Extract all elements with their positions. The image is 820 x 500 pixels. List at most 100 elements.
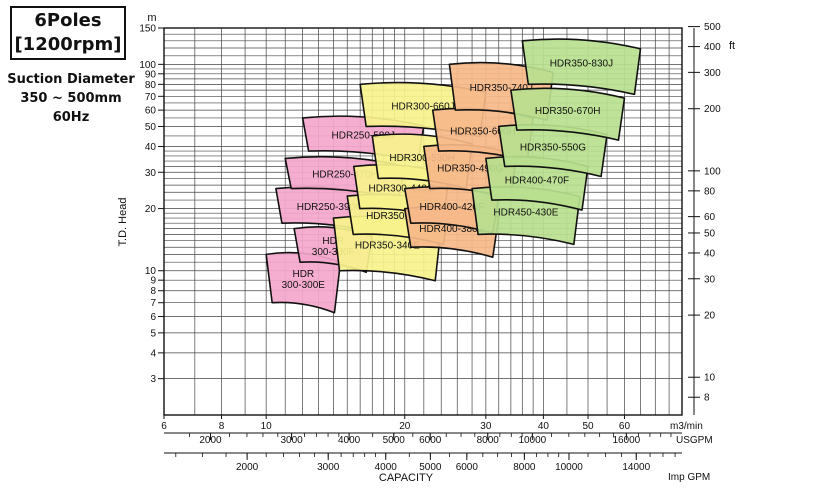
region-label: HDR bbox=[322, 236, 344, 247]
x-tick-label: 20 bbox=[399, 421, 411, 432]
region-hdr350-830j: HDR350-830J bbox=[521, 38, 642, 96]
ft-tick-label: 10 bbox=[704, 373, 716, 384]
y-tick-label: 150 bbox=[139, 24, 156, 35]
region-label: HDR350-740J bbox=[470, 83, 533, 94]
region-hdr350-670h: HDR350-670H bbox=[510, 87, 626, 141]
x-axis-title: CAPACITY bbox=[379, 472, 434, 484]
usgpm-tick-label: 5000 bbox=[383, 435, 406, 446]
y-tick-label: 8 bbox=[150, 286, 156, 297]
impgpm-tick-label: 5000 bbox=[419, 462, 442, 473]
y-tick-label: 4 bbox=[150, 348, 156, 359]
y-tick-label: 80 bbox=[145, 80, 157, 91]
x-tick-label: 40 bbox=[538, 421, 550, 432]
region-label: HDR300-530H bbox=[389, 153, 455, 164]
region-label: HDR350-830J bbox=[550, 59, 613, 70]
impgpm-unit-label: Imp GPM bbox=[668, 472, 710, 483]
region-hdr300-300e: HDR300-300E bbox=[265, 251, 342, 314]
impgpm-tick-label: 3000 bbox=[317, 462, 340, 473]
suction-diameter-range: 350 ~ 500mm bbox=[20, 91, 122, 106]
y-tick-label: 60 bbox=[145, 106, 157, 117]
y-tick-label: 5 bbox=[150, 328, 156, 339]
x-tick-label: 10 bbox=[261, 421, 273, 432]
x-unit-label: m3/min bbox=[670, 421, 703, 432]
x-tick-label: 8 bbox=[219, 421, 225, 432]
impgpm-tick-label: 4000 bbox=[375, 462, 398, 473]
region-label: HDR350-670H bbox=[535, 106, 601, 117]
y-tick-label: 6 bbox=[150, 312, 156, 323]
ft-tick-label: 20 bbox=[704, 311, 716, 322]
impgpm-tick-label: 6000 bbox=[456, 462, 479, 473]
usgpm-tick-label: 6000 bbox=[419, 435, 442, 446]
ft-tick-label: 500 bbox=[704, 22, 721, 33]
usgpm-unit-label: USGPM bbox=[676, 435, 713, 446]
region-label: HDR350-600H bbox=[450, 127, 516, 138]
region-label: 300-330F bbox=[312, 247, 355, 258]
region-label: HDR350-340E bbox=[355, 240, 420, 251]
ft-tick-label: 40 bbox=[704, 248, 716, 259]
region-label: HDR250-470H bbox=[312, 170, 378, 181]
y-axis-title: T.D. Head bbox=[117, 198, 129, 247]
poles-title: 6Poles bbox=[34, 10, 102, 31]
suction-diameter-label: Suction Diameter bbox=[7, 72, 135, 87]
region-label: HDR350-550G bbox=[520, 142, 586, 153]
region-label: HDR250-580J bbox=[332, 131, 395, 142]
chart-info: Suction Diameter 350 ~ 500mm 60Hz bbox=[2, 70, 140, 127]
region-shape bbox=[510, 87, 626, 141]
ft-tick-label: 80 bbox=[704, 186, 716, 197]
y-tick-label: 3 bbox=[150, 374, 156, 385]
ft-tick-label: 60 bbox=[704, 212, 716, 223]
y-tick-label: 70 bbox=[145, 92, 157, 103]
y-tick-label: 50 bbox=[145, 122, 157, 133]
x-tick-label: 60 bbox=[619, 421, 631, 432]
impgpm-tick-label: 14000 bbox=[622, 462, 650, 473]
ft-tick-label: 300 bbox=[704, 68, 721, 79]
usgpm-tick-label: 3000 bbox=[280, 435, 303, 446]
region-label: HDR400-420F bbox=[420, 202, 484, 213]
usgpm-tick-label: 16000 bbox=[612, 435, 640, 446]
x-tick-label: 30 bbox=[480, 421, 492, 432]
frequency-label: 60Hz bbox=[52, 110, 90, 125]
performance-regions: HDR300-300EHDR300-330FHDR250-390GHDR250-… bbox=[265, 38, 642, 314]
impgpm-tick-label: 2000 bbox=[236, 462, 259, 473]
ft-tick-label: 100 bbox=[704, 166, 721, 177]
ft-tick-label: 8 bbox=[704, 393, 710, 404]
usgpm-tick-label: 10000 bbox=[518, 435, 546, 446]
ft-unit-label: ft bbox=[729, 40, 735, 52]
chart-title-box: 6Poles [1200rpm] bbox=[10, 6, 126, 60]
region-label: HDR350-490G bbox=[437, 164, 503, 175]
y-tick-label: 40 bbox=[145, 142, 157, 153]
plot-frame bbox=[163, 27, 683, 416]
x-tick-label: 50 bbox=[582, 421, 594, 432]
region-label: HDR350-370F bbox=[366, 211, 430, 222]
region-label: HDR250-390G bbox=[297, 202, 363, 213]
region-label: HDR400-470F bbox=[505, 175, 569, 186]
y-tick-label: 100 bbox=[139, 60, 156, 71]
y-tick-label: 10 bbox=[145, 266, 157, 277]
y-unit-label: m bbox=[147, 12, 156, 24]
ft-tick-label: 200 bbox=[704, 104, 721, 115]
impgpm-tick-label: 8000 bbox=[513, 462, 536, 473]
y-tick-label: 30 bbox=[145, 168, 157, 179]
region-label: HDR400-380E bbox=[419, 224, 484, 235]
ft-tick-label: 30 bbox=[704, 274, 716, 285]
y-tick-label: 7 bbox=[150, 298, 156, 309]
impgpm-tick-label: 10000 bbox=[555, 462, 583, 473]
region-label: 300-300E bbox=[282, 280, 326, 291]
region-label: HDR300-660J bbox=[391, 101, 454, 112]
region-label: HDR300-440G bbox=[369, 184, 435, 195]
region-shape bbox=[265, 251, 342, 314]
ft-tick-label: 400 bbox=[704, 42, 721, 53]
ft-tick-label: 50 bbox=[704, 228, 716, 239]
region-shape bbox=[521, 38, 642, 96]
usgpm-tick-label: 2000 bbox=[199, 435, 222, 446]
x-tick-label: 6 bbox=[161, 421, 167, 432]
region-label: HDR450-430E bbox=[493, 207, 558, 218]
usgpm-tick-label: 4000 bbox=[338, 435, 361, 446]
usgpm-tick-label: 8000 bbox=[477, 435, 500, 446]
y-tick-label: 20 bbox=[145, 204, 157, 215]
region-label: HDR bbox=[292, 269, 314, 280]
rpm-title: [1200rpm] bbox=[14, 34, 122, 55]
y-tick-label: 90 bbox=[145, 69, 157, 80]
